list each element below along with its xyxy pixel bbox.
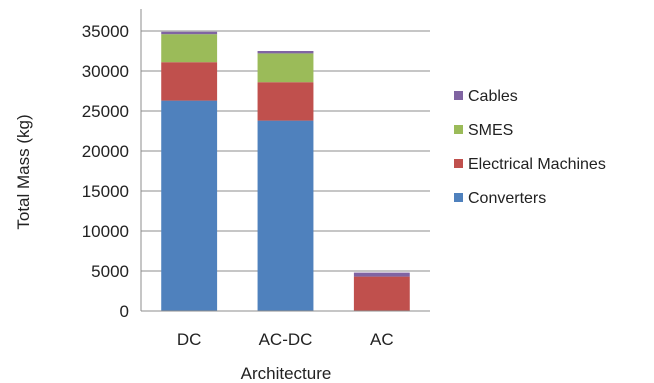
x-tick-label: DC	[177, 330, 202, 349]
legend-label: Converters	[468, 190, 546, 207]
y-tick-label: 20000	[82, 142, 129, 161]
legend: Cables SMES Electrical Machines Converters	[454, 88, 606, 207]
legend-label: Cables	[468, 88, 518, 105]
bar-segment-smes	[161, 34, 218, 63]
legend-swatch	[454, 125, 463, 134]
y-tick-label: 25000	[82, 102, 129, 121]
x-tick-label: AC	[370, 330, 394, 349]
bar-segment-smes	[257, 53, 314, 83]
bars	[161, 31, 410, 311]
y-tick-label: 35000	[82, 22, 129, 41]
axes	[140, 9, 430, 312]
y-tick-label: 15000	[82, 182, 129, 201]
bar-segment-electrical-machines	[161, 62, 218, 101]
bar-segment-cables	[257, 51, 314, 54]
x-tick-labels: DC AC-DC AC	[177, 330, 394, 349]
bar-segment-converters	[257, 120, 314, 311]
bar-segment-electrical-machines	[353, 276, 410, 311]
y-tick-labels: 0 5000 10000 15000 20000 25000 30000 35000	[82, 22, 129, 321]
legend-swatch	[454, 91, 463, 100]
y-tick-label: 30000	[82, 62, 129, 81]
legend-label: SMES	[468, 122, 513, 139]
x-tick-label: AC-DC	[259, 330, 313, 349]
y-tick-label: 0	[120, 302, 129, 321]
y-tick-label: 10000	[82, 222, 129, 241]
legend-label: Electrical Machines	[468, 156, 606, 173]
legend-swatch	[454, 159, 463, 168]
bar-segment-cables	[353, 272, 410, 277]
bar-segment-converters	[161, 100, 218, 311]
bar-segment-electrical-machines	[257, 82, 314, 121]
x-axis-title: Architecture	[241, 364, 332, 383]
y-tick-label: 5000	[91, 262, 129, 281]
y-axis-title: Total Mass (kg)	[14, 114, 33, 229]
bar-segment-cables	[161, 31, 218, 35]
legend-swatch	[454, 193, 463, 202]
